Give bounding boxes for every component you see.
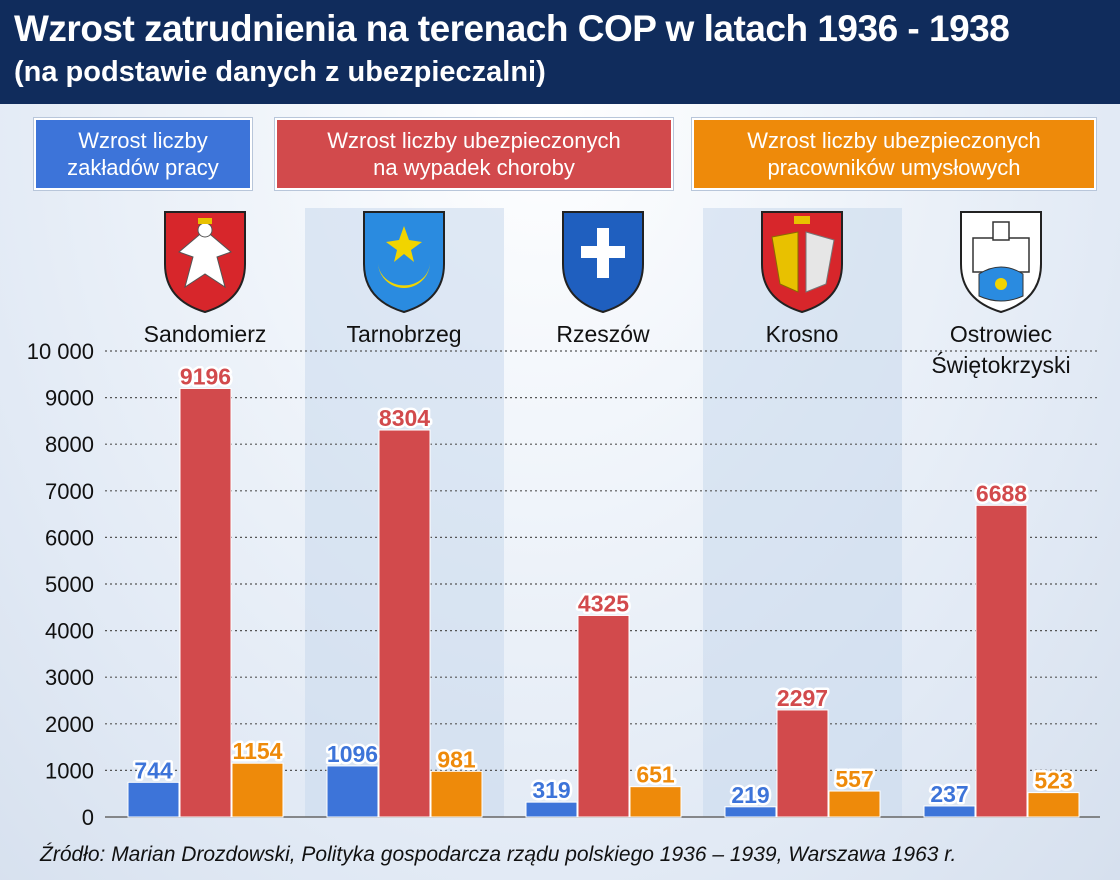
data-label: 744 — [134, 757, 173, 783]
cross-crest — [562, 211, 644, 314]
legend-label-ubezpieczeni-choroba: Wzrost liczby ubezpieczonych na wypadek c… — [327, 128, 621, 180]
chart-subtitle: (na podstawie danych z ubezpieczalni) — [14, 56, 546, 88]
legend-item-zaklady: Wzrost liczby zakładów pracy — [34, 118, 252, 190]
chart-title: Wzrost zatrudnienia na terenach COP w la… — [14, 8, 1010, 49]
header-bar: Wzrost zatrudnienia na terenach COP w la… — [0, 0, 1120, 104]
data-label: 651 — [636, 762, 675, 788]
y-tick-label: 2000 — [45, 712, 94, 737]
y-tick-label: 6000 — [45, 525, 94, 550]
bar — [577, 614, 630, 818]
y-tick-label: 8000 — [45, 432, 94, 457]
data-label: 6688 — [976, 480, 1027, 506]
data-label: 557 — [835, 766, 873, 792]
legend-label-zaklady: Wzrost liczby zakładów pracy — [67, 128, 219, 180]
data-label: 9196 — [180, 363, 231, 389]
data-label: 1154 — [233, 738, 283, 764]
data-label: 981 — [437, 746, 476, 772]
legend-item-ubezpieczeni-choroba: Wzrost liczby ubezpieczonych na wypadek c… — [275, 118, 673, 190]
y-tick-label: 3000 — [45, 665, 94, 690]
category-label: Krosno — [766, 321, 839, 347]
bar — [525, 801, 578, 818]
source-note: Źródło: Marian Drozdowski, Polityka gosp… — [40, 843, 957, 866]
data-label: 319 — [532, 777, 570, 803]
white-eagle-crest — [164, 211, 246, 314]
star-crescent-crest — [363, 211, 445, 314]
legend-label-pracownicy-umyslowi: Wzrost liczby ubezpieczonych pracowników … — [747, 128, 1041, 180]
bar — [776, 709, 829, 818]
bar — [326, 765, 379, 818]
castle-crest — [960, 211, 1042, 314]
y-tick-label: 7000 — [45, 479, 94, 504]
data-label: 523 — [1034, 768, 1072, 794]
lion-eagle-crest — [761, 211, 843, 314]
bar — [127, 781, 180, 818]
y-tick-label: 5000 — [45, 572, 94, 597]
bar — [231, 762, 284, 818]
category-label: Sandomierz — [144, 321, 267, 347]
data-label: 1096 — [327, 741, 378, 767]
bar — [378, 429, 431, 818]
bar — [629, 786, 682, 818]
category-label: Tarnobrzeg — [346, 321, 461, 347]
category-label: Ostrowiec — [950, 321, 1052, 347]
labels: 0 1000 2000 3000 4000 5000 6000 7000 8000 9000 10 … — [27, 321, 1075, 830]
bar — [1027, 792, 1080, 818]
bar — [430, 770, 483, 818]
bar — [975, 504, 1028, 818]
bar — [724, 806, 777, 818]
category-label: Rzeszów — [556, 321, 650, 347]
bar — [828, 790, 881, 818]
city-crests — [164, 211, 1042, 314]
bar — [179, 387, 232, 818]
bar — [923, 805, 976, 818]
legend-item-pracownicy-umyslowi: Wzrost liczby ubezpieczonych pracowników … — [692, 118, 1096, 190]
y-tick-label: 9000 — [45, 386, 94, 411]
bars — [127, 387, 1080, 818]
y-tick-label: 10 000 — [27, 339, 94, 364]
data-label: 237 — [930, 781, 968, 807]
data-label: 219 — [731, 782, 769, 808]
y-tick-label: 4000 — [45, 619, 94, 644]
category-label: Świętokrzyski — [931, 351, 1070, 378]
y-tick-label: 0 — [82, 805, 94, 830]
y-tick-label: 1000 — [45, 758, 94, 783]
data-label: 8304 — [379, 405, 430, 431]
data-label: 4325 — [578, 590, 629, 616]
data-label: 2297 — [777, 685, 828, 711]
